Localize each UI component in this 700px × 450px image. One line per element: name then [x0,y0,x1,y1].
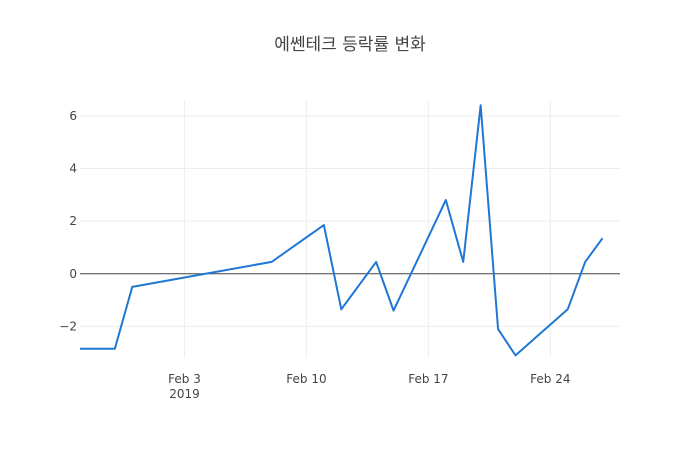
x-tick-label: Feb 17 [408,372,448,386]
y-tick-label: 6 [69,109,77,123]
x-tick-label: Feb 10 [286,372,326,386]
grid [80,100,620,358]
x-tick-year-label: 2019 [169,387,200,401]
x-tick-label: Feb 24 [530,372,570,386]
series-line [80,104,604,357]
y-axis: −2 0 2 4 6 [59,109,77,334]
y-tick-label: 4 [69,161,77,175]
y-tick-label: 2 [69,214,77,228]
series-layer [80,104,604,357]
chart-title: 에쎈테크 등락률 변화 [274,35,426,55]
y-tick-label: 0 [69,267,77,281]
x-tick-label: Feb 3 [168,372,201,386]
y-tick-label: −2 [59,319,77,333]
